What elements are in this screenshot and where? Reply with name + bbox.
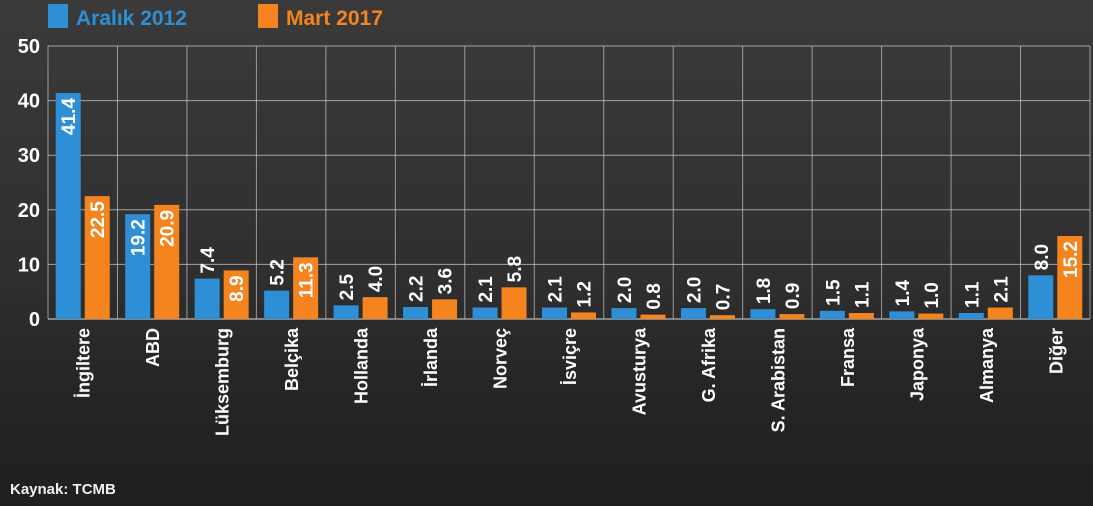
x-axis: İngiltere ABD Lüksemburg Belçika Hollanda İrl… (74, 327, 1067, 436)
bar (571, 312, 596, 319)
value-label: 1.8 (754, 278, 775, 304)
bar (84, 196, 110, 319)
value-label: 2.5 (337, 274, 358, 301)
value-label: 1.1 (962, 281, 983, 308)
value-label: 0.7 (713, 284, 734, 310)
bar (987, 307, 1013, 319)
value-label: 1.5 (823, 279, 844, 306)
bar (55, 92, 81, 320)
legend-swatch (48, 4, 68, 28)
bar (750, 309, 776, 319)
category-label: İngiltere (74, 328, 94, 398)
category-label: Hollanda (352, 327, 372, 404)
category-label: Lüksemburg (213, 328, 233, 436)
bar (472, 307, 498, 319)
bar (958, 312, 984, 319)
y-tick-label: 10 (18, 254, 40, 276)
legend-label: Mart 2017 (286, 7, 383, 30)
value-label: 2.0 (684, 277, 705, 303)
value-label: 2.0 (615, 277, 636, 303)
value-label: 5.8 (505, 256, 526, 282)
bar (293, 257, 319, 319)
value-label: 15.2 (1061, 241, 1082, 278)
value-label: 22.5 (88, 201, 109, 238)
grid (47, 45, 1091, 320)
value-label: 1.4 (893, 280, 914, 307)
value-label: 41.4 (59, 98, 80, 135)
legend-label: Aralık 2012 (76, 7, 187, 30)
value-label: 20.9 (158, 210, 179, 247)
bars (55, 92, 1083, 320)
legend-swatch (258, 4, 278, 28)
bar (1057, 236, 1083, 319)
value-label: 1.1 (852, 281, 873, 308)
value-label: 2.1 (546, 276, 567, 303)
bar (194, 278, 220, 319)
value-label: 7.4 (198, 247, 219, 274)
value-label: 2.2 (407, 276, 428, 302)
bar (125, 214, 151, 319)
bar (611, 308, 637, 319)
value-label: 5.2 (268, 259, 289, 285)
bar (154, 204, 180, 319)
y-tick-label: 40 (18, 91, 40, 113)
category-label: Norveç (491, 328, 511, 389)
category-label: Diğer (1046, 328, 1066, 374)
bar (362, 297, 388, 319)
bar (223, 270, 249, 319)
category-label: Fransa (838, 327, 858, 387)
bar (333, 305, 359, 319)
value-label: 11.3 (297, 262, 318, 298)
category-label: Almanya (977, 327, 997, 403)
value-label: 0.9 (783, 283, 804, 309)
bar (432, 299, 458, 319)
value-label: 8.0 (1032, 244, 1053, 270)
category-label: Japonya (907, 327, 927, 401)
value-labels: 41.4 22.5 19.2 20.9 7.4 8.9 5.2 11.3 2.5 4.0 2.2 3.… (59, 98, 1082, 311)
value-label: 0.8 (644, 283, 665, 309)
bar (918, 313, 944, 319)
bar (779, 314, 805, 319)
y-tick-label: 30 (18, 145, 40, 167)
bar (1028, 275, 1054, 319)
value-label: 8.9 (227, 275, 248, 301)
value-label: 3.6 (436, 268, 457, 294)
value-label: 2.1 (476, 276, 497, 303)
bar (640, 314, 666, 319)
source-note: Kaynak: TCMB (10, 481, 116, 498)
y-tick-label: 20 (18, 200, 40, 222)
y-tick-label: 50 (18, 36, 40, 58)
y-tick-label: 0 (29, 309, 40, 331)
category-label: G. Afrika (699, 327, 719, 402)
bar (680, 308, 706, 319)
category-label: Belçika (282, 327, 302, 391)
value-label: 1.0 (922, 282, 943, 308)
value-label: 1.2 (575, 281, 596, 307)
bar (264, 290, 290, 319)
category-label: S. Arabistan (768, 328, 788, 432)
category-label: İrlanda (421, 327, 441, 387)
value-label: 2.1 (991, 276, 1012, 303)
bar (501, 287, 527, 319)
category-label: Avusturya (629, 327, 649, 415)
legend: Aralık 2012 Mart 2017 (48, 4, 383, 30)
value-label: 4.0 (366, 266, 387, 292)
category-label: ABD (143, 328, 163, 367)
bar (889, 311, 915, 319)
category-label: İsviçre (560, 328, 580, 385)
y-axis: 0 10 20 30 40 50 (18, 36, 40, 331)
bar (848, 312, 874, 319)
bar (819, 310, 845, 319)
bar (709, 315, 735, 319)
value-label: 19.2 (129, 219, 150, 256)
bar (403, 306, 429, 319)
bar (542, 307, 567, 319)
